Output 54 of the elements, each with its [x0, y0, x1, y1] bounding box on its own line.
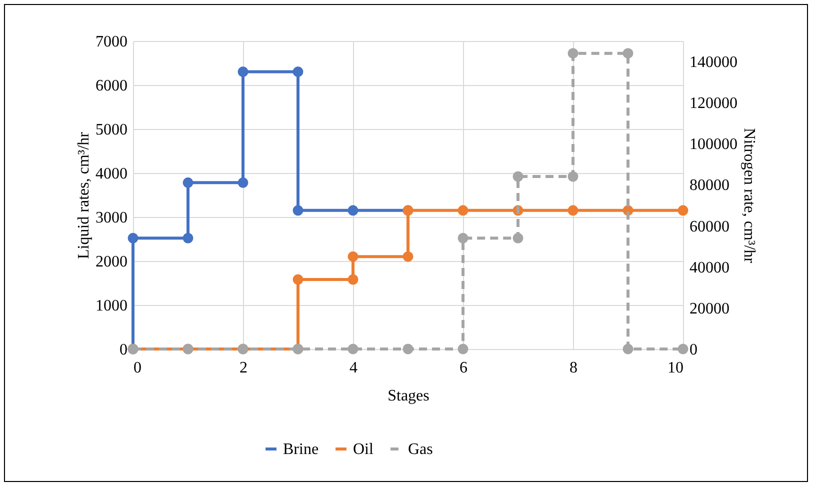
y-tick-label: 4000	[96, 166, 128, 182]
x-axis-title: Stages	[388, 388, 430, 404]
point	[348, 251, 358, 262]
point	[622, 48, 634, 59]
legend-label: Oil	[353, 441, 374, 458]
x-tick-label: 2	[240, 360, 248, 376]
x-tick-label: 4	[350, 360, 358, 376]
point	[458, 205, 468, 216]
point	[292, 66, 304, 78]
y-tick-label: 0	[120, 342, 128, 358]
point	[678, 205, 688, 216]
point	[402, 251, 414, 262]
point	[238, 66, 248, 78]
y2-tick-label: 100000	[690, 136, 738, 154]
y2-tick-label: 0	[690, 342, 698, 358]
point	[348, 205, 358, 216]
point	[568, 48, 578, 59]
point	[568, 205, 578, 216]
point	[458, 232, 468, 244]
y-axis-title: Liquid rates, cm³/hr	[76, 131, 92, 259]
y2-tick-label: 20000	[690, 300, 730, 318]
y2-axis-title: Nitrogen rate, cm³/hr	[740, 128, 758, 264]
legend-label: Gas	[408, 441, 433, 458]
point	[128, 232, 138, 244]
point	[348, 344, 358, 354]
y-tick-label: 3000	[96, 210, 128, 226]
point	[678, 344, 688, 354]
y2-tick-label: 40000	[690, 259, 730, 276]
y-tick-label: 2000	[96, 254, 128, 270]
y-tick-label: 5000	[96, 122, 128, 138]
y2-tick-label: 60000	[690, 218, 730, 236]
y-tick-label: 6000	[96, 78, 128, 94]
point	[458, 344, 468, 354]
point	[348, 274, 358, 285]
y2-tick-label: 140000	[690, 54, 738, 72]
y2-tick-label: 120000	[690, 95, 738, 112]
point	[238, 177, 248, 188]
x-tick-label: 6	[460, 360, 468, 376]
y2-tick-label: 80000	[690, 177, 730, 194]
y-tick-label: 7000	[96, 34, 128, 50]
point	[512, 171, 524, 182]
point	[622, 344, 634, 354]
legend-label: Brine	[283, 441, 319, 458]
x-tick-label: 8	[570, 360, 578, 376]
point	[402, 344, 414, 354]
point	[182, 177, 194, 188]
x-tick-label: 0	[134, 360, 142, 376]
point	[512, 232, 524, 244]
point	[182, 232, 194, 244]
y-tick-label: 1000	[96, 298, 128, 314]
point	[568, 171, 578, 182]
point	[292, 274, 304, 285]
x-tick-label: 10	[668, 360, 684, 376]
point	[292, 205, 304, 216]
